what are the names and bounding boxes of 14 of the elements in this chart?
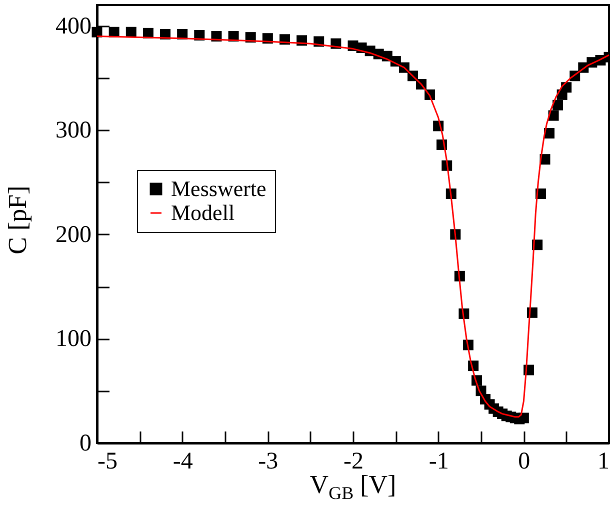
legend-label: Messwerte	[171, 176, 266, 201]
y-tick-label: 300	[56, 118, 92, 144]
y-tick-label: 0	[80, 430, 92, 456]
x-tick-label: -3	[258, 448, 278, 474]
y-tick-label: 200	[56, 222, 92, 248]
x-tick-label: 0	[518, 448, 530, 474]
y-tick-label: 100	[56, 326, 92, 352]
y-tick-label: 400	[56, 13, 92, 40]
x-tick-label: -5	[98, 448, 118, 474]
y-axis-title: C [pF]	[3, 184, 33, 256]
x-tick-label: -4	[172, 448, 193, 474]
x-tick-label: 1	[598, 448, 610, 474]
legend-label: Modell	[171, 200, 235, 225]
x-tick-label: -1	[428, 448, 449, 474]
